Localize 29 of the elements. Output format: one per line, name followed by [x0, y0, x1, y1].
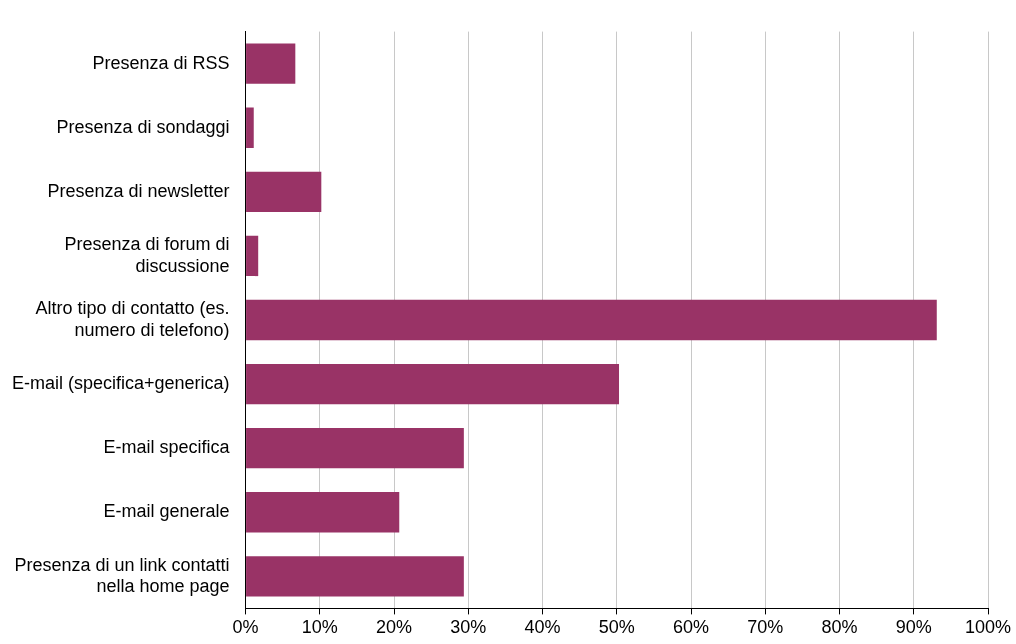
x-tick-label: 20% [376, 617, 413, 638]
x-tick-label: 60% [673, 617, 710, 638]
bar [246, 171, 322, 213]
x-tick-label: 30% [450, 617, 487, 638]
bar [246, 427, 464, 469]
y-tick-label: Altro tipo di contatto (es. numero di telefono) [35, 298, 230, 340]
y-tick-label: E-mail generale [103, 501, 230, 522]
bar [246, 363, 620, 405]
y-tick-label: E-mail (specifica+generica) [11, 373, 230, 394]
bar [246, 492, 400, 533]
bar [246, 43, 296, 84]
y-tick-label: E-mail specifica [103, 437, 231, 458]
y-tick-label: Presenza di newsletter [47, 180, 230, 201]
bar [246, 556, 464, 597]
bar [246, 235, 259, 277]
x-tick-label: 90% [895, 617, 932, 638]
bar [246, 107, 254, 148]
y-tick-label: Presenza di RSS [92, 52, 230, 73]
y-tick-label: Presenza di un link contatti nella home page [14, 554, 230, 597]
bar [246, 299, 937, 341]
y-tick-label: Presenza di sondaggi [56, 116, 230, 137]
x-tick-label: 0% [232, 617, 259, 638]
x-tick-label: 50% [598, 617, 635, 638]
x-tick-label: 40% [524, 617, 561, 638]
y-tick-label: Presenza di forum di discussione [64, 234, 230, 276]
x-tick-label: 100% [964, 617, 1012, 638]
x-tick-label: 80% [821, 617, 858, 638]
x-tick-label: 70% [747, 617, 784, 638]
x-tick-label: 10% [301, 617, 338, 638]
